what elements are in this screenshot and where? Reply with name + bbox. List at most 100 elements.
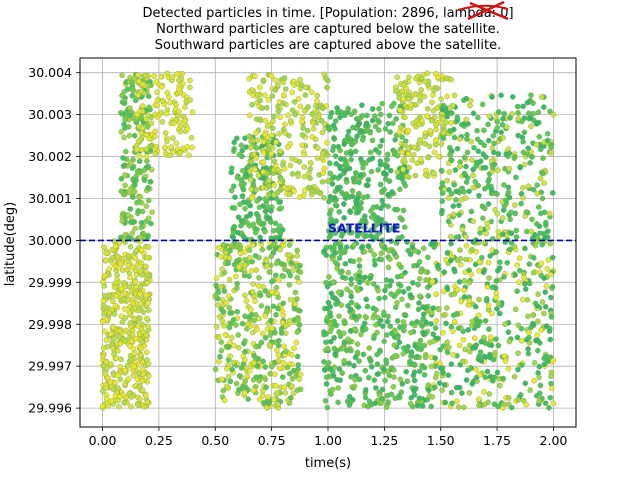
data-point (133, 271, 140, 278)
data-point (451, 134, 458, 141)
data-point (246, 88, 253, 95)
data-point (122, 182, 128, 189)
data-point (133, 177, 139, 183)
data-point (303, 84, 309, 91)
data-point (530, 186, 537, 193)
data-point (482, 185, 488, 192)
data-point (410, 151, 417, 158)
data-point (329, 147, 336, 154)
data-point (251, 151, 257, 158)
data-point (539, 241, 546, 248)
data-point (416, 258, 423, 265)
data-point (433, 122, 439, 128)
data-point (138, 224, 144, 231)
data-point (110, 298, 116, 305)
data-point (144, 254, 150, 261)
data-point (431, 87, 437, 94)
data-point (508, 404, 515, 411)
data-point (149, 209, 155, 215)
data-point (517, 164, 524, 171)
data-point (324, 152, 331, 158)
data-point (108, 331, 114, 337)
data-point (534, 221, 540, 227)
data-point (457, 261, 464, 268)
data-point (475, 312, 482, 319)
data-point (376, 295, 382, 302)
data-point (363, 182, 370, 188)
data-point (448, 257, 454, 264)
data-point (485, 201, 492, 207)
data-point (516, 255, 523, 262)
data-point (358, 199, 365, 206)
data-point (248, 236, 255, 243)
data-point (325, 359, 332, 366)
data-point (163, 110, 170, 117)
data-point (346, 194, 352, 200)
data-point (530, 312, 536, 318)
data-point (405, 285, 412, 292)
data-point (122, 367, 128, 374)
data-point (268, 73, 275, 79)
data-point (144, 315, 150, 322)
data-point (394, 318, 401, 324)
data-point (317, 190, 324, 197)
data-point (130, 372, 137, 379)
data-point (127, 320, 134, 326)
data-point (356, 179, 362, 186)
data-point (270, 118, 276, 124)
data-point (384, 318, 391, 325)
data-point (544, 130, 551, 137)
data-point (523, 209, 530, 215)
data-point (108, 397, 115, 404)
data-point (345, 336, 351, 343)
data-point (216, 313, 223, 320)
data-point (433, 291, 440, 298)
data-point (522, 280, 528, 287)
data-point (536, 398, 542, 404)
data-point (337, 173, 344, 179)
data-point (384, 224, 390, 231)
data-point (272, 220, 279, 227)
data-point (359, 137, 366, 143)
data-point (273, 311, 279, 318)
data-point (331, 136, 338, 142)
data-point (241, 340, 247, 347)
data-point (367, 358, 374, 365)
data-point (538, 327, 545, 333)
data-point (444, 305, 450, 311)
data-point (443, 75, 450, 81)
data-point (331, 295, 338, 301)
data-point (528, 123, 534, 130)
data-point (293, 339, 300, 346)
data-point (342, 319, 348, 326)
data-point (291, 188, 297, 194)
data-point (498, 129, 505, 136)
data-point (219, 376, 225, 383)
data-point (531, 359, 538, 366)
data-point (345, 105, 351, 112)
data-point (524, 297, 531, 303)
data-point (439, 207, 445, 214)
data-point (281, 75, 288, 81)
data-point (103, 384, 110, 391)
data-point (500, 134, 507, 141)
data-point (401, 224, 408, 230)
data-point (346, 224, 353, 230)
data-point (461, 287, 467, 294)
data-point (522, 380, 529, 387)
data-point (416, 368, 423, 375)
data-point (468, 271, 475, 278)
data-point (300, 125, 306, 131)
data-point (391, 374, 397, 380)
data-point (136, 199, 142, 205)
data-point (421, 372, 428, 378)
data-point (367, 247, 374, 254)
data-point (388, 391, 395, 398)
data-point (274, 166, 281, 173)
data-point (223, 365, 230, 372)
data-point (138, 219, 145, 226)
data-point (531, 377, 537, 384)
data-point (314, 155, 321, 161)
data-point (440, 369, 446, 376)
data-point (437, 360, 443, 367)
